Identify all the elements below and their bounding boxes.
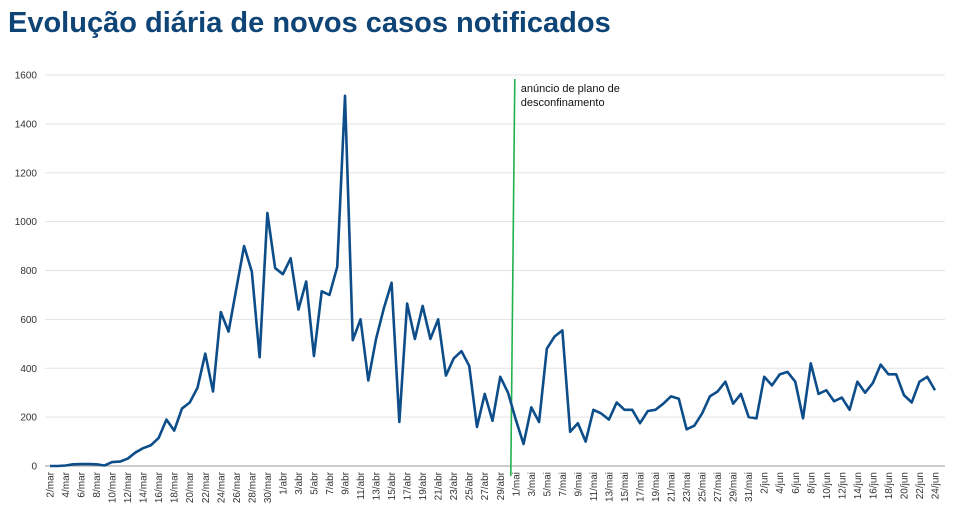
x-tick-label: 11/mai <box>589 472 600 501</box>
y-tick-label: 200 <box>20 413 37 424</box>
x-tick-label: 4/mar <box>61 471 72 497</box>
x-tick-label: 10/mar <box>108 471 119 503</box>
x-tick-label: 19/abr <box>418 471 429 500</box>
x-tick-label: 21/mai <box>667 472 678 502</box>
x-tick-label: 9/abr <box>341 471 352 494</box>
x-tick-label: 27/mai <box>713 472 724 502</box>
x-tick-label: 25/mai <box>698 472 709 502</box>
x-tick-label: 3/abr <box>294 471 305 494</box>
annotation-text: anúncio de plano de <box>521 83 620 95</box>
x-tick-label: 18/mar <box>170 471 181 503</box>
y-tick-label: 1400 <box>15 119 38 130</box>
x-tick-label: 13/mai <box>604 472 615 502</box>
data-line <box>50 94 937 468</box>
x-tick-label: 9/mai <box>573 472 584 496</box>
x-tick-label: 30/mar <box>263 471 274 503</box>
x-tick-label: 25/abr <box>465 471 476 500</box>
x-tick-label: 8/mar <box>92 471 103 497</box>
chart-title: Evolução diária de novos casos notificad… <box>8 7 611 39</box>
x-tick-label: 16/mar <box>154 471 165 503</box>
annotation-text: desconfinamento <box>521 97 605 109</box>
y-tick-label: 600 <box>20 315 37 326</box>
x-tick-label: 12/mar <box>123 471 134 503</box>
y-tick-label: 1600 <box>15 71 38 82</box>
annotation-line <box>509 78 516 477</box>
x-tick-label: 28/mar <box>247 471 258 503</box>
x-tick-label: 31/mai <box>744 472 755 502</box>
x-tick-label: 18/jun <box>884 472 895 499</box>
x-tick-label: 13/abr <box>372 471 383 500</box>
x-tick-label: 6/mar <box>77 471 88 497</box>
x-tick-label: 29/abr <box>496 471 507 500</box>
x-tick-label: 5/abr <box>309 471 320 494</box>
x-tick-label: 14/jun <box>853 472 864 499</box>
x-tick-label: 14/mar <box>139 471 150 503</box>
x-tick-label: 23/mai <box>682 472 693 502</box>
x-tick-label: 17/mai <box>636 472 647 502</box>
x-tick-label: 10/jun <box>822 472 833 499</box>
y-tick-label: 1000 <box>15 217 38 228</box>
x-tick-label: 24/mar <box>216 471 227 503</box>
x-tick-label: 22/mar <box>201 471 212 503</box>
y-tick-label: 800 <box>20 266 37 277</box>
x-tick-label: 5/mai <box>542 472 553 496</box>
x-tick-label: 27/abr <box>480 471 491 500</box>
x-tick-label: 16/jun <box>868 472 879 499</box>
x-tick-label: 15/mai <box>620 472 631 502</box>
x-tick-label: 2/jun <box>760 472 771 494</box>
x-tick-label: 12/jun <box>837 472 848 499</box>
x-tick-label: 19/mai <box>651 472 662 502</box>
x-tick-label: 1/abr <box>278 471 289 494</box>
x-tick-label: 24/jun <box>931 472 942 499</box>
x-tick-label: 22/jun <box>915 472 926 499</box>
y-tick-label: 1200 <box>15 168 38 179</box>
x-tick-label: 3/mai <box>527 472 538 496</box>
x-tick-label: 26/mar <box>232 471 243 503</box>
x-tick-label: 20/jun <box>899 472 910 499</box>
y-tick-label: 400 <box>20 364 37 375</box>
x-tick-label: 7/abr <box>325 471 336 494</box>
y-tick-label: 0 <box>31 462 37 473</box>
x-tick-label: 11/abr <box>356 471 367 499</box>
x-tick-label: 8/jun <box>806 472 817 494</box>
x-tick-label: 20/mar <box>185 471 196 503</box>
x-tick-label: 17/abr <box>403 471 414 500</box>
x-tick-label: 23/abr <box>449 471 460 500</box>
x-tick-label: 1/mai <box>511 472 522 496</box>
x-tick-label: 2/mar <box>46 471 57 497</box>
x-tick-label: 21/abr <box>434 471 445 500</box>
x-tick-label: 6/jun <box>791 472 802 494</box>
x-tick-label: 29/mai <box>729 472 740 502</box>
x-tick-label: 4/jun <box>775 472 786 494</box>
x-tick-label: 15/abr <box>387 471 398 500</box>
x-tick-label: 7/mai <box>558 472 569 496</box>
